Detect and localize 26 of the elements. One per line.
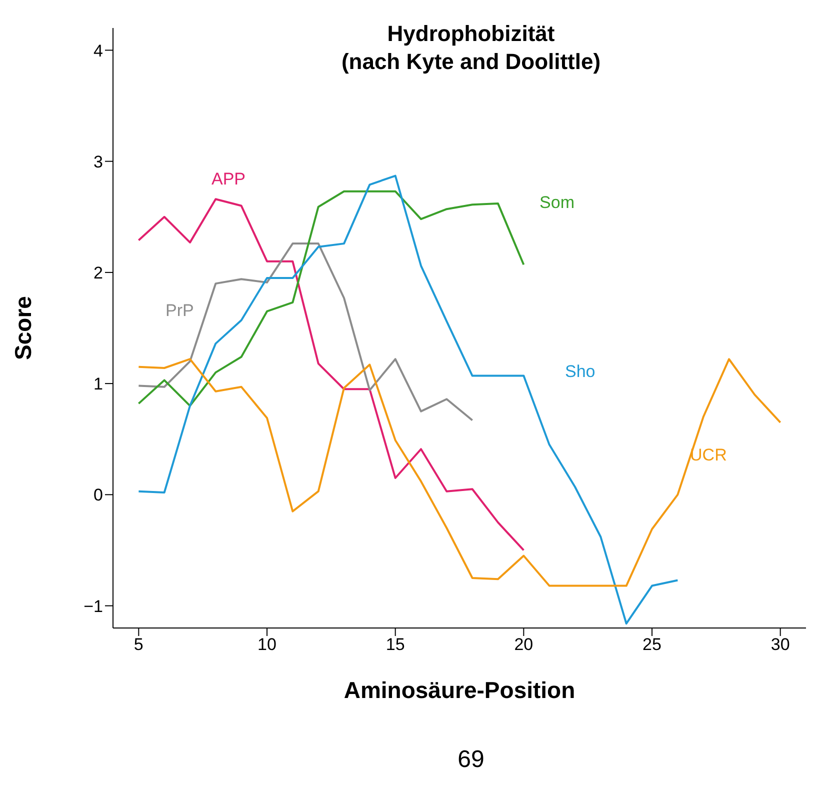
y-tick-label: 0 <box>94 486 103 505</box>
x-tick-label: 25 <box>642 635 662 654</box>
y-tick-label: −1 <box>84 596 103 616</box>
series-label: APP <box>211 170 246 189</box>
line-series <box>138 358 782 587</box>
x-tick-label: 20 <box>514 635 534 654</box>
x-tick-label: 10 <box>258 635 276 654</box>
series-label: UCR <box>690 445 727 464</box>
text: Sho <box>565 362 596 381</box>
y-axis-title: Score <box>10 296 36 360</box>
line-series <box>138 198 525 552</box>
y-tick-label: 2 <box>94 263 103 282</box>
x-tick-label: 15 <box>386 635 405 654</box>
series-label: PrP <box>166 300 194 320</box>
x-tick-label: 5 <box>134 635 144 654</box>
text: 69 <box>456 746 486 774</box>
line-series <box>138 242 474 422</box>
y-tick-label: 1 <box>94 374 103 394</box>
line-series <box>138 174 679 625</box>
text: Som <box>540 193 575 212</box>
y-tick-label: 3 <box>94 152 103 172</box>
y-tick-label: 4 <box>94 41 103 60</box>
x-axis-title: Aminosäure-Position <box>344 677 576 703</box>
chart-title: Hydrophobizität (nach Kyte and Doolittle) <box>340 20 602 76</box>
line-series <box>138 190 525 407</box>
x-tick-label: 30 <box>770 635 790 654</box>
